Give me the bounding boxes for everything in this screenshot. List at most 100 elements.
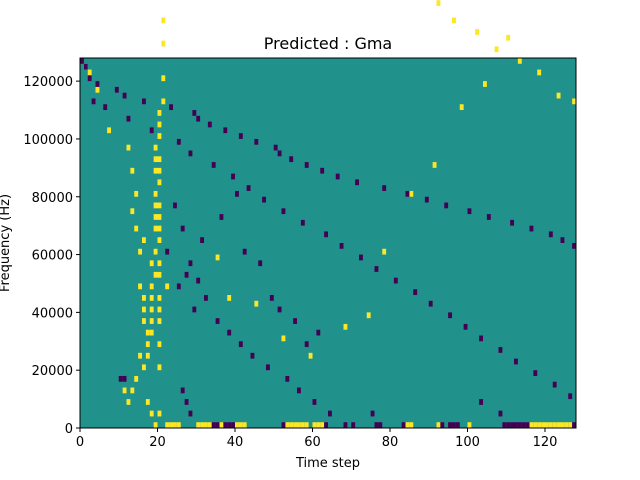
heatmap-cell-high <box>467 422 472 428</box>
heatmap-cell-high <box>87 69 92 76</box>
heatmap-cell-low <box>83 63 88 70</box>
heatmap-cell-low <box>463 323 468 330</box>
heatmap-cell-high <box>320 422 325 428</box>
heatmap-cell-low <box>122 375 127 382</box>
heatmap-cell-low <box>486 214 491 220</box>
heatmap-cell-high <box>541 422 546 428</box>
y-axis-label: Frequency (Hz) <box>0 194 13 292</box>
heatmap-cell-high <box>285 422 290 428</box>
heatmap-cell-low <box>498 410 503 417</box>
heatmap-cell-low <box>122 92 127 99</box>
heatmap-cell-high <box>153 190 158 197</box>
heatmap-cell-high <box>126 399 131 405</box>
heatmap-cell-low <box>510 422 515 428</box>
heatmap-cell-high <box>134 225 139 232</box>
heatmap-cell-high <box>153 248 158 255</box>
heatmap-cell-low <box>343 422 348 428</box>
plot-background <box>80 58 576 428</box>
heatmap-cell-low <box>568 393 573 400</box>
heatmap-cell-low <box>215 318 220 324</box>
heatmap-cell-high <box>281 335 286 342</box>
heatmap-cell-high <box>157 306 162 313</box>
heatmap-cell-high <box>142 237 146 243</box>
heatmap-cell-high <box>409 190 414 197</box>
heatmap-cell-low <box>238 133 243 139</box>
heatmap-cell-low <box>211 422 216 428</box>
heatmap-cell-low <box>304 162 309 168</box>
heatmap-cell-low <box>91 98 96 105</box>
heatmap-cell-low <box>521 422 526 428</box>
heatmap-cell-high <box>176 422 181 428</box>
heatmap-cell-high <box>149 283 154 290</box>
heatmap-cell-high <box>153 202 158 209</box>
heatmap-cell-low <box>176 138 181 145</box>
heatmap-cell-low <box>219 214 224 220</box>
heatmap-cell-low <box>413 289 418 296</box>
heatmap-cell-low <box>393 277 398 284</box>
heatmap-cell-high <box>289 422 294 428</box>
heatmap-cell-high <box>149 329 154 336</box>
y-tick-label: 20000 <box>32 364 73 379</box>
heatmap-cell-high <box>165 422 170 428</box>
heatmap-cell-high <box>483 81 487 87</box>
heatmap-cell-low <box>114 86 119 93</box>
heatmap-cell-low <box>300 219 305 226</box>
heatmap-cell-low <box>165 248 170 255</box>
heatmap-cell-high <box>312 422 317 428</box>
heatmap-cell-low <box>273 144 278 151</box>
heatmap-cell-low <box>374 422 379 428</box>
heatmap-cell-low <box>525 422 530 428</box>
heatmap-cell-high <box>304 422 309 428</box>
heatmap-cell-high <box>548 422 553 428</box>
heatmap-cell-high <box>537 422 542 428</box>
y-axis: 0 20000 40000 60000 80000 100000 120000 <box>23 75 80 437</box>
heatmap-cell-low <box>324 231 329 238</box>
heatmap-cell-low <box>80 58 84 64</box>
x-tick-label: 80 <box>382 435 399 450</box>
heatmap-cell-low <box>188 150 193 157</box>
heatmap-cell-high <box>297 422 301 428</box>
heatmap-cell-high <box>153 225 158 232</box>
heatmap-cell-high <box>122 387 127 394</box>
heatmap-cell-high <box>157 410 162 417</box>
y-tick-label: 0 <box>65 422 73 437</box>
heatmap-cell-low <box>506 422 511 428</box>
heatmap-cell-low <box>188 410 193 417</box>
heatmap-cell-high <box>157 260 162 267</box>
heatmap-cell-low <box>448 312 453 319</box>
heatmap-cell-high <box>517 58 522 64</box>
heatmap-cell-high <box>173 422 177 428</box>
heatmap-cell-high <box>130 208 135 215</box>
heatmap-cells <box>80 0 577 428</box>
heatmap-cell-low <box>552 381 557 388</box>
heatmap-cell-high <box>215 254 220 261</box>
heatmap-cell-high <box>145 399 150 405</box>
heatmap-cell-high <box>95 86 100 93</box>
heatmap-cell-high <box>161 40 166 47</box>
heatmap-cell-low <box>289 156 294 163</box>
heatmap-cell-high <box>149 260 154 267</box>
heatmap-cell-low <box>452 422 456 428</box>
heatmap-cell-low <box>196 277 201 284</box>
heatmap-cell-low <box>262 196 267 203</box>
heatmap-cell-high <box>343 323 348 330</box>
heatmap-cell-low <box>204 295 208 301</box>
heatmap-cell-low <box>529 225 534 232</box>
heatmap-cell-low <box>227 422 232 428</box>
heatmap-cell-low <box>196 115 201 122</box>
heatmap-cell-high <box>529 422 534 428</box>
heatmap-cell-low <box>382 185 387 191</box>
heatmap-cell-low <box>258 260 263 267</box>
heatmap-cell-low <box>180 387 185 394</box>
heatmap-cell-high <box>157 133 162 139</box>
heatmap-cell-low <box>227 329 232 336</box>
x-tick-label: 100 <box>455 435 480 450</box>
heatmap-cell-high <box>138 283 143 290</box>
heatmap-cell-low <box>297 387 301 394</box>
y-tick-label: 120000 <box>23 75 73 90</box>
y-tick-label: 80000 <box>32 191 73 206</box>
heatmap-cell-low <box>328 410 332 417</box>
heatmap-cell-low <box>173 202 177 209</box>
heatmap-cell-low <box>498 347 503 353</box>
